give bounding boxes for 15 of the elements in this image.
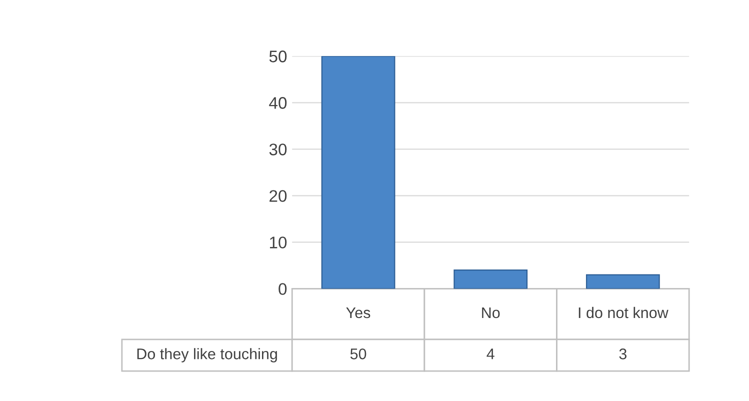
y-tick-label: 20	[270, 190, 287, 202]
data-label: 50	[350, 348, 366, 360]
bar	[454, 270, 528, 289]
y-tick-label: 30	[269, 144, 287, 156]
data-label: 3	[619, 348, 626, 360]
y-tick-label: 0	[278, 283, 287, 295]
x-tick-label: No	[482, 307, 500, 318]
y-tick-label: 50	[269, 50, 287, 62]
data-label: 4	[486, 348, 494, 360]
y-tick-label: 40	[269, 97, 287, 109]
x-tick-label: I do not know	[578, 306, 668, 318]
bar	[586, 274, 660, 289]
x-tick-label: Yes	[346, 307, 370, 318]
text: Do they like touching	[137, 348, 277, 362]
y-tick-label: 10	[270, 236, 287, 248]
